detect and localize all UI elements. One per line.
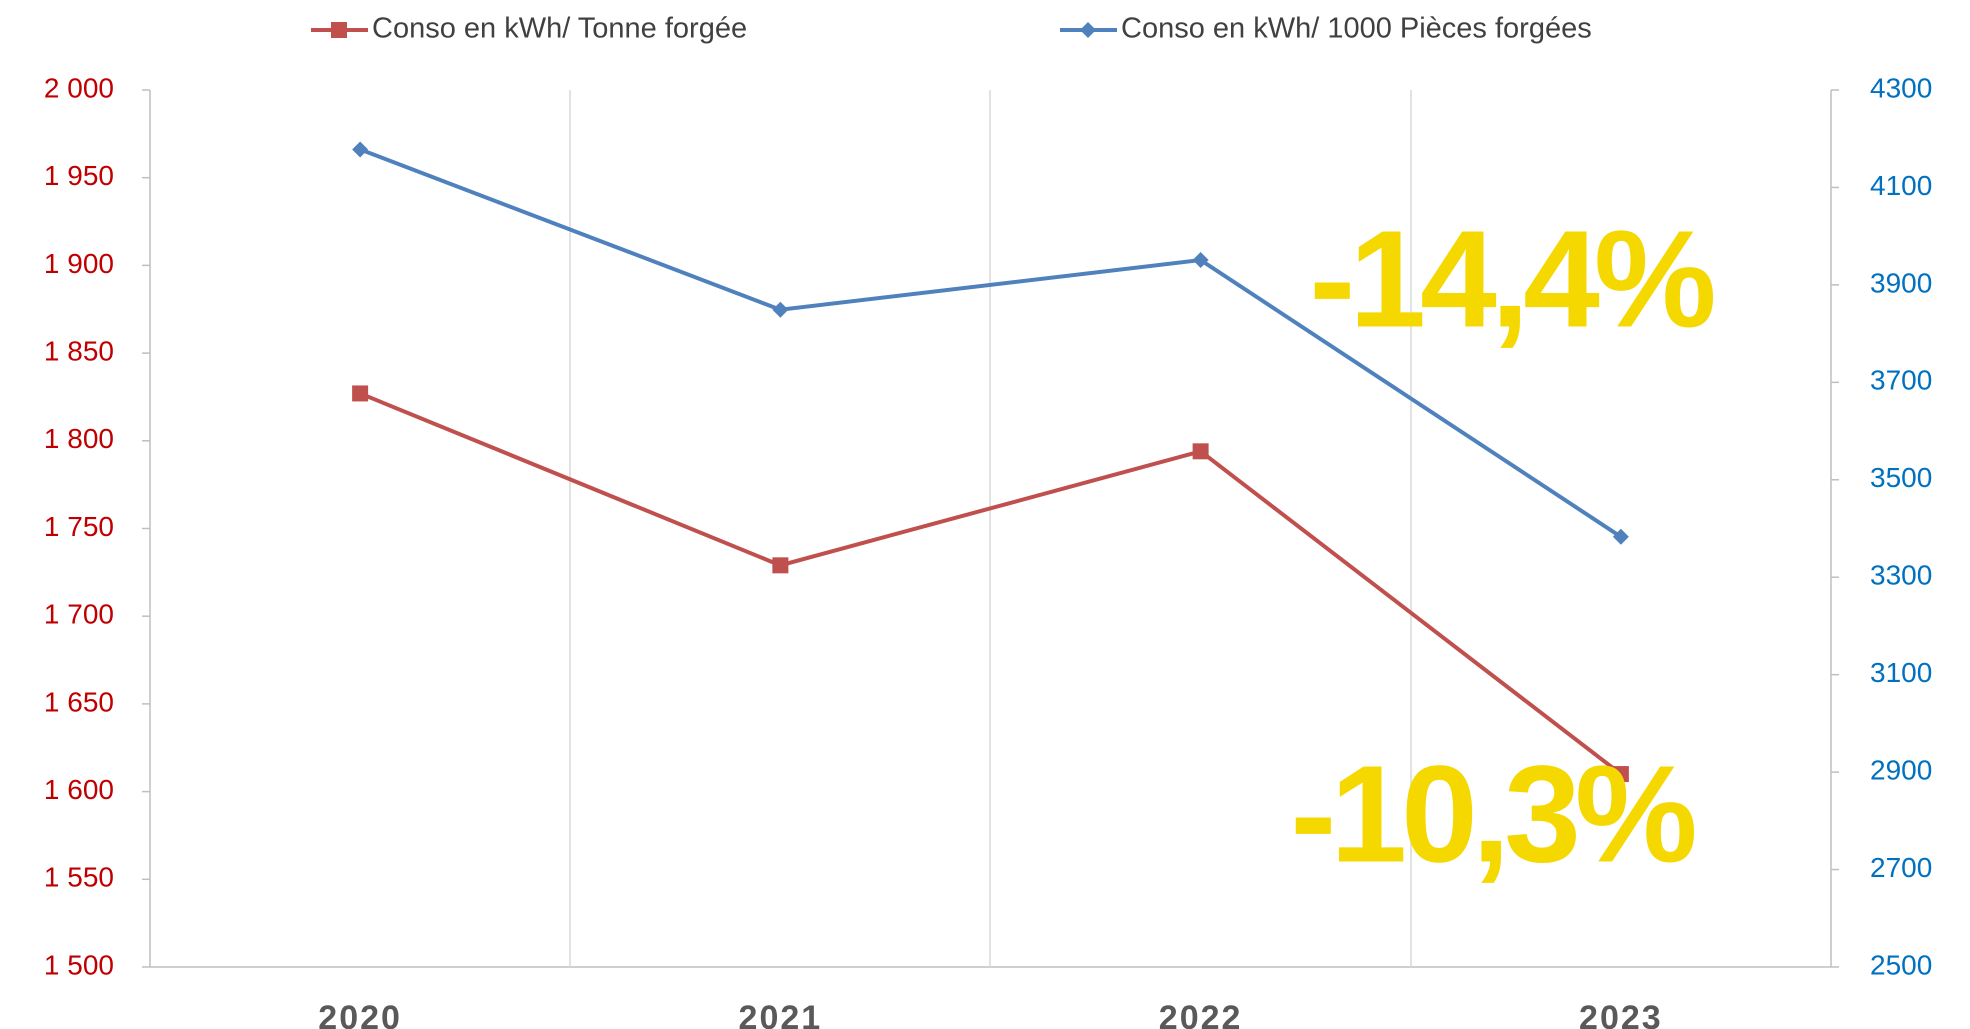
y-tick-label: 1 800 [44, 423, 114, 454]
annotation: -14,4% [1309, 202, 1714, 356]
series-line [359, 391, 1623, 776]
y2-tick-label: 2900 [1870, 755, 1932, 786]
y-tick-label: 1 500 [44, 949, 114, 980]
y2-tick-label: 3100 [1870, 657, 1932, 688]
y-tick-label: 1 600 [44, 774, 114, 805]
marker [1192, 443, 1209, 460]
x-tick-label: 2023 [1579, 999, 1663, 1029]
y-tick-label: 1 700 [44, 599, 114, 630]
marker [331, 22, 347, 38]
marker [352, 385, 369, 402]
y-tick-label: 2 000 [44, 72, 114, 103]
legend-label: Conso en kWh/ 1000 Pièces forgées [1121, 13, 1592, 45]
marker [352, 141, 369, 158]
y2-tick-label: 2700 [1870, 852, 1932, 883]
marker [1192, 252, 1209, 269]
marker [1612, 528, 1629, 545]
marker [1080, 22, 1096, 38]
y2-tick-label: 4300 [1870, 72, 1932, 103]
x-tick-label: 2020 [318, 999, 402, 1029]
legend-label: Conso en kWh/ Tonne forgée [372, 13, 747, 45]
y2-tick-label: 3300 [1870, 560, 1932, 591]
y-tick-label: 1 950 [44, 160, 114, 191]
marker [772, 557, 789, 574]
series-line [359, 147, 1622, 539]
annotation: -10,3% [1290, 737, 1695, 891]
y-tick-label: 1 650 [44, 686, 114, 717]
y-tick-label: 1 850 [44, 335, 114, 366]
y-tick-label: 1 750 [44, 511, 114, 542]
y-tick-label: 1 550 [44, 862, 114, 893]
marker [1612, 766, 1629, 783]
x-tick-label: 2021 [739, 999, 823, 1029]
y2-tick-label: 2500 [1870, 949, 1932, 980]
y2-tick-label: 3900 [1870, 267, 1932, 298]
y2-tick-label: 4100 [1870, 170, 1932, 201]
x-tick-label: 2022 [1159, 999, 1243, 1029]
y2-tick-label: 3700 [1870, 365, 1932, 396]
marker [772, 301, 789, 318]
y-tick-label: 1 900 [44, 248, 114, 279]
y2-tick-label: 3500 [1870, 462, 1932, 493]
